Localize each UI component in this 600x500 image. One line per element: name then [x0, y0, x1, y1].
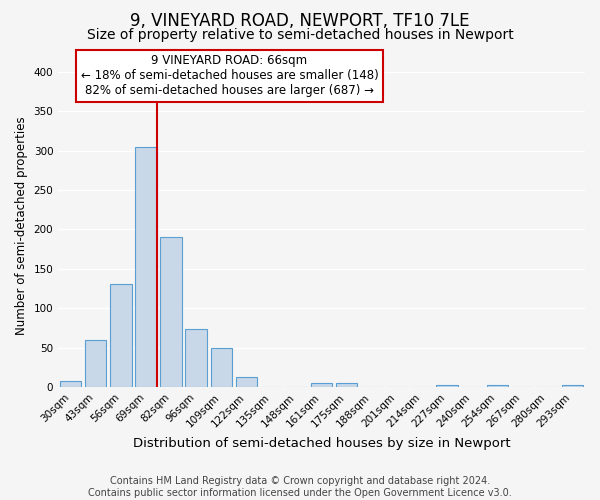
Bar: [60, 382, 82, 387]
Bar: [136, 146, 157, 387]
Text: Size of property relative to semi-detached houses in Newport: Size of property relative to semi-detach…: [86, 28, 514, 42]
Bar: [160, 238, 182, 387]
Text: 9 VINEYARD ROAD: 66sqm
← 18% of semi-detached houses are smaller (148)
82% of se: 9 VINEYARD ROAD: 66sqm ← 18% of semi-det…: [80, 54, 378, 98]
Bar: [185, 328, 207, 387]
Bar: [85, 340, 106, 387]
Bar: [311, 383, 332, 387]
X-axis label: Distribution of semi-detached houses by size in Newport: Distribution of semi-detached houses by …: [133, 437, 511, 450]
Bar: [487, 384, 508, 387]
Bar: [110, 284, 131, 387]
Y-axis label: Number of semi-detached properties: Number of semi-detached properties: [15, 116, 28, 335]
Bar: [236, 376, 257, 387]
Bar: [436, 386, 458, 387]
Bar: [211, 348, 232, 387]
Text: Contains HM Land Registry data © Crown copyright and database right 2024.
Contai: Contains HM Land Registry data © Crown c…: [88, 476, 512, 498]
Bar: [562, 386, 583, 387]
Bar: [336, 383, 358, 387]
Text: 9, VINEYARD ROAD, NEWPORT, TF10 7LE: 9, VINEYARD ROAD, NEWPORT, TF10 7LE: [130, 12, 470, 30]
